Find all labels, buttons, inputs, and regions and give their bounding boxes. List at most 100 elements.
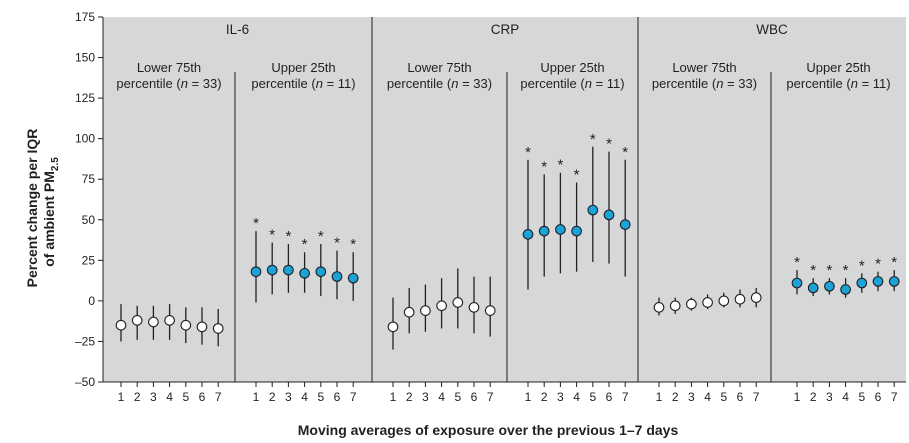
estimate-point xyxy=(131,315,143,326)
x-tick-label: 5 xyxy=(182,390,189,404)
y-tick-label: 50 xyxy=(82,213,96,227)
y-tick-label: 175 xyxy=(75,10,95,24)
significance-marker: * xyxy=(590,131,596,148)
y-axis-label: Percent change per IQRof ambient PM2.5 xyxy=(24,129,61,288)
estimate-point xyxy=(403,306,415,318)
y-tick-label: 75 xyxy=(82,172,96,186)
significance-marker: * xyxy=(891,254,897,271)
x-tick-label: 2 xyxy=(541,390,548,404)
estimate-point xyxy=(653,302,665,313)
x-tick-label: 4 xyxy=(842,390,849,404)
estimate-point xyxy=(212,323,224,334)
estimate-point xyxy=(538,225,550,237)
estimate-point xyxy=(791,277,803,289)
significance-marker: * xyxy=(269,226,275,243)
x-tick-label: 4 xyxy=(573,390,580,404)
estimate-point xyxy=(750,292,762,303)
x-axis-label: Moving averages of exposure over the pre… xyxy=(298,422,679,438)
significance-marker: * xyxy=(843,262,849,279)
significance-marker: * xyxy=(826,262,832,279)
estimate-point xyxy=(856,277,868,289)
significance-marker: * xyxy=(557,157,563,174)
y-tick-label: 100 xyxy=(75,132,95,146)
estimate-point xyxy=(347,272,359,284)
estimate-point xyxy=(603,209,615,221)
series-label: percentile (n = 11) xyxy=(786,76,890,91)
x-tick-label: 6 xyxy=(471,390,478,404)
series-label: Lower 75th xyxy=(407,60,471,75)
series-label: percentile (n = 33) xyxy=(116,76,221,91)
x-tick-label: 3 xyxy=(285,390,292,404)
series-label: Lower 75th xyxy=(672,60,736,75)
significance-marker: * xyxy=(622,144,628,161)
x-tick-label: 1 xyxy=(525,390,532,404)
estimate-point xyxy=(571,225,582,237)
series-label: percentile (n = 11) xyxy=(251,76,355,91)
plot-background xyxy=(103,17,906,382)
significance-marker: * xyxy=(334,235,340,252)
estimate-point xyxy=(468,302,480,313)
estimate-point xyxy=(888,276,900,287)
series-label: percentile (n = 11) xyxy=(520,76,624,91)
x-tick-label: 7 xyxy=(215,390,222,404)
significance-marker: * xyxy=(794,254,800,271)
x-tick-label: 5 xyxy=(589,390,596,404)
group-title: CRP xyxy=(491,22,520,37)
x-tick-label: 2 xyxy=(672,390,679,404)
estimate-point xyxy=(148,316,159,328)
x-tick-label: 4 xyxy=(166,390,173,404)
series-label: Upper 25th xyxy=(540,60,604,75)
y-tick-label: 125 xyxy=(75,91,95,105)
significance-marker: * xyxy=(875,256,881,273)
estimate-point xyxy=(555,224,566,235)
estimate-point xyxy=(436,300,447,312)
x-tick-label: 1 xyxy=(253,390,260,404)
x-tick-label: 1 xyxy=(390,390,397,404)
estimate-point xyxy=(669,300,681,312)
significance-marker: * xyxy=(606,136,612,153)
x-tick-label: 4 xyxy=(301,390,308,404)
estimate-point xyxy=(718,295,730,307)
x-tick-label: 7 xyxy=(891,390,898,404)
estimate-point xyxy=(872,276,884,287)
x-tick-label: 1 xyxy=(794,390,801,404)
estimate-point xyxy=(840,284,851,295)
x-tick-label: 5 xyxy=(454,390,461,404)
estimate-point xyxy=(807,282,819,294)
chart-marks: * * * * * * * * * * * * * * * * * * * * * xyxy=(115,131,900,350)
estimate-point xyxy=(266,264,278,276)
estimate-point xyxy=(587,204,599,216)
estimate-point xyxy=(283,264,294,276)
estimate-point xyxy=(452,297,464,308)
x-tick-label: 7 xyxy=(753,390,760,404)
estimate-point xyxy=(299,267,310,279)
x-tick-label: 3 xyxy=(688,390,695,404)
estimate-point xyxy=(331,271,343,282)
estimate-point xyxy=(315,266,327,278)
significance-marker: * xyxy=(350,236,356,253)
series-label: Upper 25th xyxy=(806,60,870,75)
estimate-point xyxy=(522,229,534,240)
x-tick-label: 2 xyxy=(134,390,141,404)
significance-marker: * xyxy=(810,262,816,279)
series-label: percentile (n = 33) xyxy=(387,76,492,91)
significance-marker: * xyxy=(318,228,324,245)
x-tick-label: 2 xyxy=(406,390,413,404)
x-tick-label: 1 xyxy=(118,390,125,404)
significance-marker: * xyxy=(253,215,259,232)
x-tick-label: 5 xyxy=(858,390,865,404)
x-tick-label: 4 xyxy=(438,390,445,404)
estimate-point xyxy=(250,266,262,278)
estimate-point xyxy=(196,321,208,333)
x-tick-label: 3 xyxy=(557,390,564,404)
series-label: Upper 25th xyxy=(271,60,335,75)
x-tick-label: 6 xyxy=(875,390,882,404)
significance-marker: * xyxy=(302,236,308,253)
x-tick-label: 6 xyxy=(334,390,341,404)
estimate-point xyxy=(734,293,746,305)
x-tick-label: 4 xyxy=(704,390,711,404)
estimate-point xyxy=(686,298,697,310)
